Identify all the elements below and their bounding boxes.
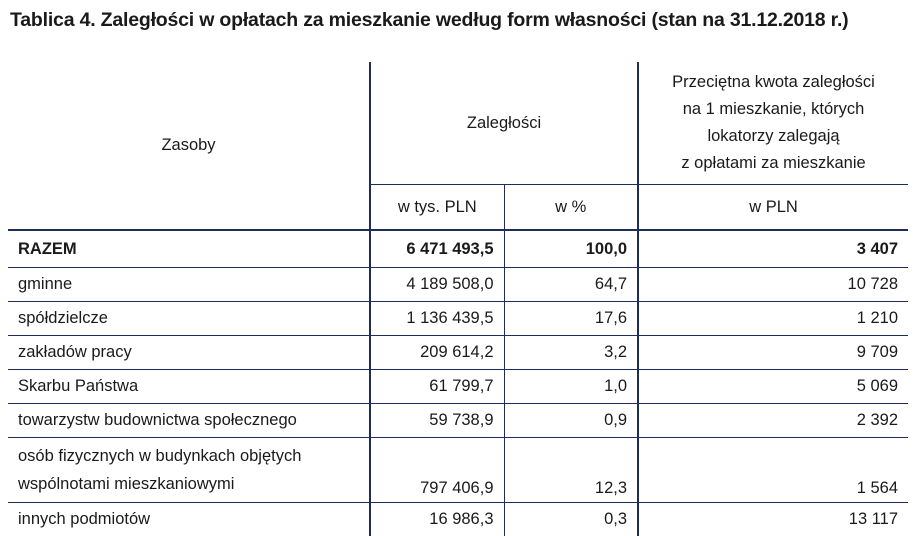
value-percent: 1,0 <box>504 370 638 404</box>
value-percent: 0,3 <box>504 503 638 536</box>
value-tys-pln: 209 614,2 <box>370 336 504 370</box>
row-label-line: zakładów pracy <box>18 343 359 362</box>
row-label-line: Skarbu Państwa <box>18 377 359 396</box>
value-tys-pln: 4 189 508,0 <box>370 268 504 302</box>
row-label-line: towarzystw budownictwa społecznego <box>18 411 359 430</box>
value-pln: 1 564 <box>638 438 908 503</box>
table-row: towarzystw budownictwa społecznego 59 738… <box>8 404 908 438</box>
row-label: towarzystw budownictwa społecznego <box>8 404 370 438</box>
header-average-line: Przeciętna kwota zaległości <box>649 69 898 96</box>
value-pln: 5 069 <box>638 370 908 404</box>
value-pln: 2 392 <box>638 404 908 438</box>
subheader-pln: w PLN <box>638 185 908 231</box>
value-pln: 9 709 <box>638 336 908 370</box>
value-percent: 17,6 <box>504 302 638 336</box>
header-zasoby: Zasoby <box>8 62 370 230</box>
header-average-line: na 1 mieszkanie, których <box>649 96 898 123</box>
value-percent: 0,9 <box>504 404 638 438</box>
value-pln: 10 728 <box>638 268 908 302</box>
subheader-tys-pln: w tys. PLN <box>370 185 504 231</box>
header-zaleglosci: Zaległości <box>370 62 638 185</box>
row-label-line: gminne <box>18 275 359 294</box>
value-tys-pln: 16 986,3 <box>370 503 504 536</box>
header-average-line: lokatorzy zalegają <box>649 123 898 150</box>
value-percent: 3,2 <box>504 336 638 370</box>
row-label: Skarbu Państwa <box>8 370 370 404</box>
subheader-percent: w % <box>504 185 638 231</box>
header-average-line: z opłatami za mieszkanie <box>649 150 898 177</box>
row-label: gminne <box>8 268 370 302</box>
row-label: innych podmiotów <box>8 503 370 536</box>
value-percent: 64,7 <box>504 268 638 302</box>
row-label-line: wspólnotami mieszkaniowymi <box>18 470 359 498</box>
value-percent: 12,3 <box>504 438 638 503</box>
row-label: zakładów pracy <box>8 336 370 370</box>
value-tys-pln: 797 406,9 <box>370 438 504 503</box>
row-label-line: innych podmiotów <box>18 510 359 529</box>
header-average-amount: Przeciętna kwota zaległości na 1 mieszka… <box>638 62 908 185</box>
value-percent: 100,0 <box>504 230 638 268</box>
value-pln: 13 117 <box>638 503 908 536</box>
row-label: RAZEM <box>8 230 370 268</box>
row-label: spółdzielcze <box>8 302 370 336</box>
row-label-line: spółdzielcze <box>18 309 359 328</box>
value-tys-pln: 1 136 439,5 <box>370 302 504 336</box>
row-label-line: osób fizycznych w budynkach objętych <box>18 442 359 470</box>
table-title: Tablica 4. Zaległości w opłatach za mies… <box>10 9 848 32</box>
value-pln: 3 407 <box>638 230 908 268</box>
value-tys-pln: 6 471 493,5 <box>370 230 504 268</box>
arrears-table: Zasoby Zaległości Przeciętna kwota zaleg… <box>8 62 908 536</box>
row-label-line: RAZEM <box>18 240 359 259</box>
value-tys-pln: 61 799,7 <box>370 370 504 404</box>
value-pln: 1 210 <box>638 302 908 336</box>
value-tys-pln: 59 738,9 <box>370 404 504 438</box>
